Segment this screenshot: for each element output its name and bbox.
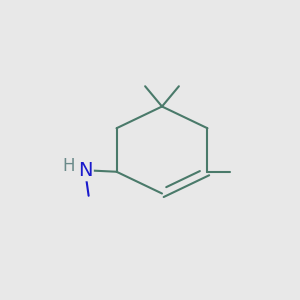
Text: N: N — [78, 161, 92, 180]
Text: H: H — [62, 157, 75, 175]
